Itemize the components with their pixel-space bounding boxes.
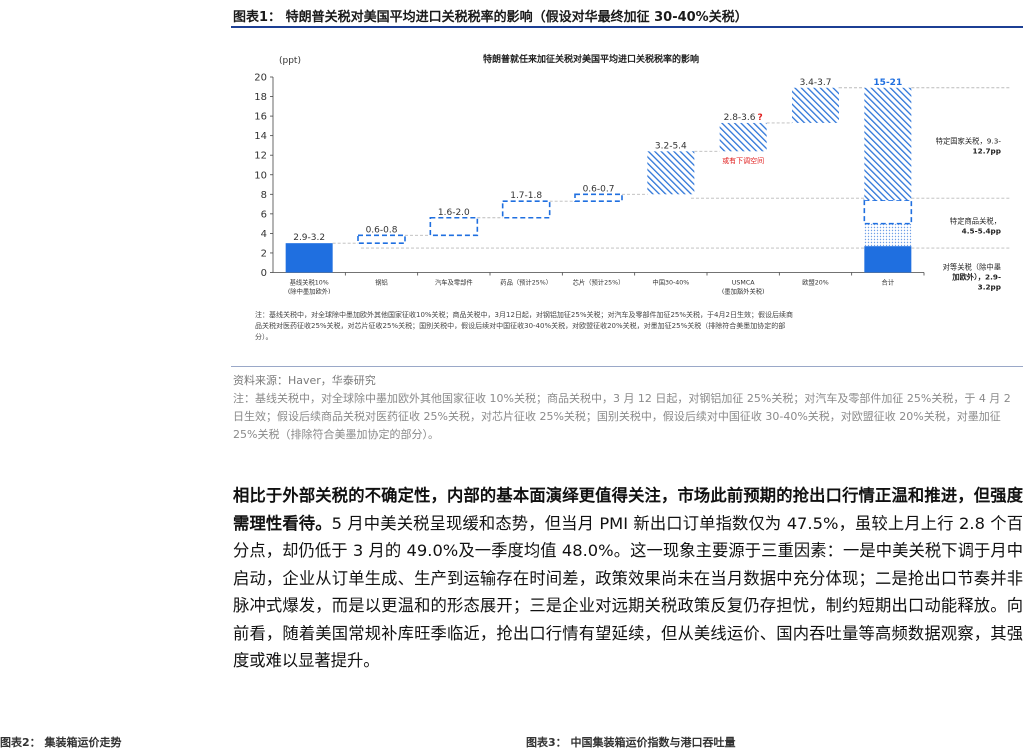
total-value-label: 15-21 — [873, 78, 902, 88]
bar-value-label: 0.6-0.7 — [583, 184, 615, 194]
y-tick-label: 12 — [254, 151, 267, 162]
figure-bottom-rule — [231, 366, 1023, 367]
y-tick-label: 14 — [254, 131, 267, 142]
y-tick-label: 0 — [261, 268, 267, 279]
total-bar-segment — [864, 223, 912, 247]
category-label: 钢铝 — [375, 278, 388, 287]
footnote: 注：基线关税中，对全球除中墨加欧外其他国家征收 10%关税；商品关税中，3 月 … — [233, 392, 1011, 441]
waterfall-bar — [792, 87, 839, 123]
product-tariff-annotation: 特定商品关税， — [950, 217, 1001, 226]
category-label: 欧盟20% — [802, 278, 829, 287]
bar-value-label: 1.6-2.0 — [438, 208, 470, 218]
waterfall-bar — [647, 151, 695, 195]
bar-value-label: 3.2-5.4 — [655, 141, 687, 151]
product-tariff-annotation: 4.5-5.4pp — [962, 227, 1001, 236]
y-tick-label: 18 — [254, 92, 267, 103]
body-normal-text: 5 月中美关税呈现缓和态势，但当月 PMI 新出口订单指数仅为 47.5%，虽较… — [233, 513, 1023, 671]
y-tick-label: 10 — [254, 170, 267, 181]
category-label: USMCA — [732, 280, 755, 287]
figure-title: 图表1： 特朗普关税对美国平均进口关税税率的影响（假设对华最终加征 30-40%… — [233, 10, 748, 25]
waterfall-bar — [285, 243, 333, 273]
bar-value-label: 3.4-3.7 — [800, 78, 832, 88]
category-label: 中国30-40% — [652, 278, 689, 287]
usmca-note: 或有下调空间 — [722, 156, 764, 165]
figure-top-rule — [231, 26, 1023, 28]
waterfall-chart: 特朗普就任来加征关税对美国平均进口关税税率的影响 (ppt) 0 2 4 6 8 10 12… — [254, 53, 1011, 341]
y-tick-label: 16 — [254, 112, 267, 123]
category-label: 药品（预计25%） — [500, 278, 552, 287]
y-tick-label: 4 — [261, 229, 267, 240]
next-figure-title-right: 图表3： 中国集装箱运价指数与港口吞吐量 — [526, 736, 736, 749]
waterfall-bar — [357, 234, 406, 244]
category-label: 合计 — [882, 278, 895, 287]
category-label: 芯片（预计25%） — [573, 278, 625, 287]
body-bold-lead: 相比于外部关税的不确定性，内部的基本面演绎更值得关注，市场此前预期的抢出口行情正… — [233, 486, 1023, 533]
uncertain-mark: ? — [757, 113, 762, 123]
waterfall-bar — [501, 200, 551, 219]
y-tick-label: 2 — [261, 248, 267, 259]
source-line: 资料来源：Haver，华泰研究 — [233, 374, 376, 387]
y-axis-label: (ppt) — [279, 56, 301, 66]
category-label: 基线关税10% — [290, 278, 329, 287]
bar-value-label: 1.7-1.8 — [510, 191, 542, 201]
bar-value-label: 0.6-0.8 — [366, 225, 398, 235]
next-figure-title-left: 图表2： 集装箱运价走势 — [0, 736, 122, 749]
body-paragraph: 相比于外部关税的不确定性，内部的基本面演绎更值得关注，市场此前预期的抢出口行情正… — [233, 482, 1023, 675]
reciprocal-tariff-annotation: 加欧外），2.9- — [951, 273, 1001, 282]
y-tick-label: 20 — [254, 73, 267, 84]
category-label: 汽车及零部件 — [435, 278, 473, 287]
category-label: (除中墨加欧外) — [288, 287, 331, 296]
y-tick-label: 8 — [261, 190, 267, 201]
bar-value-label: 2.9-3.2 — [293, 233, 325, 243]
waterfall-bar — [429, 216, 479, 237]
reciprocal-tariff-annotation: 对等关税（除中墨 — [943, 263, 1001, 272]
country-tariff-annotation: 12.7pp — [973, 146, 1001, 155]
waterfall-bar — [574, 193, 623, 202]
total-bar-segment — [863, 199, 913, 225]
bar-value-label: 2.8-3.6? — [724, 113, 763, 123]
y-tick-label: 6 — [261, 209, 267, 220]
chart-note: 注：基线关税中，对全球除中墨加欧外其他国家征收10%关税；商品关税中，3月12日… — [255, 310, 795, 341]
reciprocal-tariff-annotation: 3.2pp — [978, 283, 1001, 292]
chart-title: 特朗普就任来加征关税对美国平均进口关税税率的影响 — [483, 53, 699, 65]
total-bar-segment — [864, 246, 912, 273]
waterfall-bar — [719, 122, 767, 152]
total-bar-segment — [864, 87, 912, 201]
category-label: (墨加豁外关税) — [722, 287, 765, 296]
country-tariff-annotation: 特定国家关税，9.3- — [936, 136, 1002, 145]
